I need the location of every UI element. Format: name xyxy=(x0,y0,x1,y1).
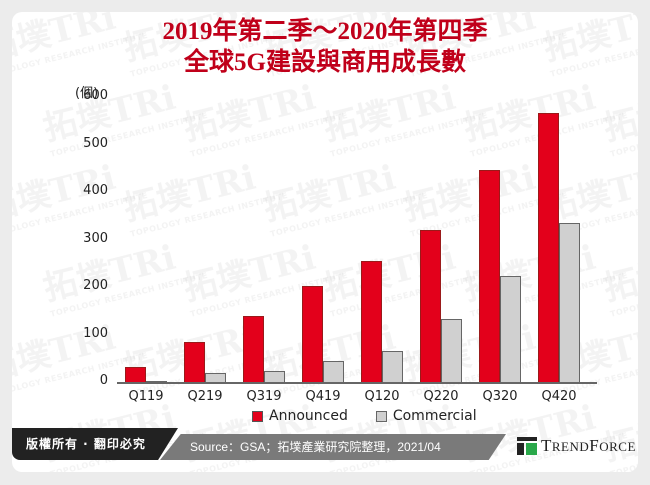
source-note: Source：GSA；拓墣產業研究院整理，2021/04 xyxy=(160,434,506,460)
bar-commercial-q320 xyxy=(500,275,521,382)
bar-commercial-q219 xyxy=(205,372,226,382)
chart-card: 拓墣TRi TOPOLOGY RESEARCH INSTITUTE 拓墣TRi TOP… xyxy=(12,12,638,472)
bar-commercial-q419 xyxy=(323,361,344,382)
bar-announced-q319 xyxy=(243,316,264,382)
chart-title-line1: 2019年第二季～2020年第四季 xyxy=(162,18,488,45)
y-tick-label: 600 xyxy=(83,88,108,104)
x-axis-line xyxy=(117,382,597,384)
legend-swatch-announced xyxy=(252,410,263,422)
trendforce-logo-text: TRENDFORCE xyxy=(541,436,636,455)
x-tick-label: Q419 xyxy=(305,389,341,404)
trendforce-logo: TRENDFORCE xyxy=(517,432,636,460)
bar-commercial-q220 xyxy=(441,318,462,382)
chart-title-line2: 全球5G建設與商用成長數 xyxy=(184,49,466,76)
y-tick-label: 500 xyxy=(83,135,108,151)
y-tick-label: 400 xyxy=(83,183,108,199)
y-tick-label: 0 xyxy=(99,373,108,388)
footer: Source：GSA；拓墣產業研究院整理，2021/04 版權所有 · 翻印必究… xyxy=(12,428,638,460)
bar-announced-q419 xyxy=(302,286,323,382)
x-tick-label: Q319 xyxy=(246,389,282,404)
x-tick-label: Q119 xyxy=(128,389,164,404)
x-tick-label: Q120 xyxy=(364,389,400,404)
trendforce-logo-icon xyxy=(517,437,537,455)
y-tick-label: 200 xyxy=(83,278,108,294)
x-tick-label: Q420 xyxy=(541,389,577,404)
copyright-notice: 版權所有 · 翻印必究 xyxy=(12,428,178,460)
bar-commercial-q319 xyxy=(264,371,285,382)
bar-announced-q420 xyxy=(538,113,559,382)
y-tick-label: 100 xyxy=(83,325,108,341)
bar-commercial-q120 xyxy=(382,350,403,382)
legend-label-commercial: Commercial xyxy=(392,408,477,424)
x-tick-label: Q320 xyxy=(482,389,518,404)
bar-announced-q320 xyxy=(479,170,500,382)
bar-announced-q120 xyxy=(361,261,382,382)
x-tick-label: Q220 xyxy=(423,389,459,404)
bar-commercial-q420 xyxy=(559,222,580,382)
legend: Announced Commercial xyxy=(252,408,477,424)
bar-announced-q219 xyxy=(184,342,205,382)
bar-announced-q119 xyxy=(125,366,146,382)
y-tick-label: 300 xyxy=(83,230,108,246)
bar-announced-q220 xyxy=(420,230,441,382)
x-tick-label: Q219 xyxy=(187,389,223,404)
legend-swatch-commercial xyxy=(375,410,387,422)
y-axis-unit: (個) xyxy=(75,86,99,101)
bar-commercial-q119 xyxy=(146,381,167,383)
legend-label-announced: Announced xyxy=(269,408,348,424)
